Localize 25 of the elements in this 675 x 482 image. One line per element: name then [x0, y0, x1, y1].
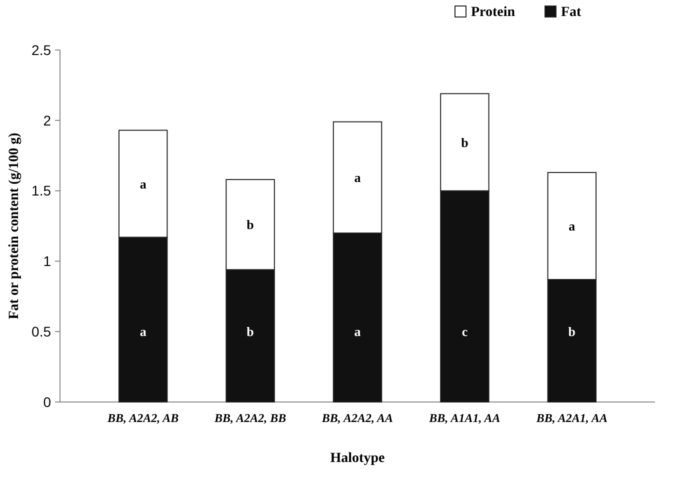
x-tick-label: BB, A2A1, AA [535, 411, 608, 425]
annotation: b [461, 134, 468, 150]
annotation: a [140, 324, 147, 340]
y-tick-label: 2 [43, 112, 52, 128]
annotation: a [354, 324, 362, 340]
x-tick-label: BB, A2A2, AB [106, 411, 179, 425]
y-axis-title: Fat or protein content (g/100 g) [7, 132, 22, 320]
y-tick-label: 1.5 [32, 182, 52, 199]
legend-label: Protein [471, 5, 516, 20]
legend-label: Fat [561, 5, 582, 20]
x-tick-label: BB, A2A2, BB [214, 411, 286, 425]
annotation: c [462, 324, 468, 340]
x-axis-title: Halotype [330, 451, 385, 466]
annotation: a [568, 218, 576, 234]
annotation: b [568, 324, 576, 340]
annotation: b [246, 217, 254, 232]
y-tick-label: 2.5 [32, 42, 52, 58]
annotation: b [246, 324, 254, 340]
annotation: a [354, 170, 362, 185]
annotation: a [140, 176, 147, 192]
x-tick-label: BB, A1A1, AA [428, 411, 500, 425]
y-tick-label: 0 [43, 394, 52, 410]
y-tick-label: 1 [43, 253, 52, 270]
y-tick-label: 0.5 [32, 324, 52, 340]
x-tick-label: BB, A2A2, AA [320, 411, 394, 425]
